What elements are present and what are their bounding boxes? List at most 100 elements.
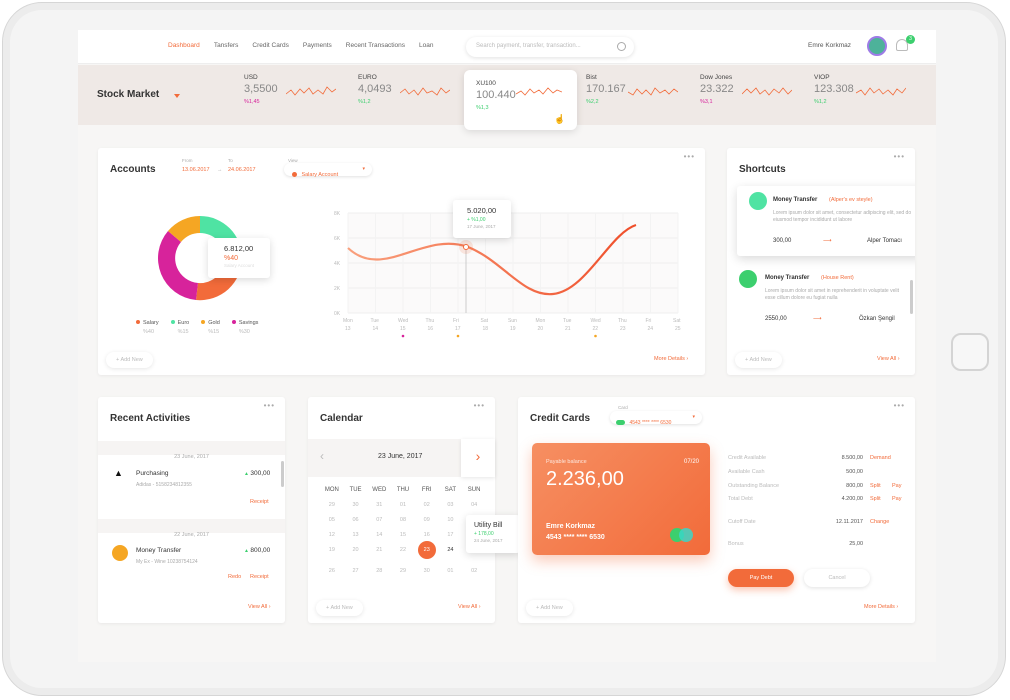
receipt-link[interactable]: Receipt: [250, 574, 269, 580]
stock-bist[interactable]: Bist 170.167 %2,2: [586, 74, 686, 124]
legend-label: Gold: [208, 320, 220, 326]
split-link[interactable]: Split: [870, 496, 881, 502]
calendar-day[interactable]: 10: [447, 517, 454, 523]
change-link[interactable]: Change: [870, 519, 890, 525]
nav-recent-transactions[interactable]: Recent Transactions: [345, 42, 406, 49]
pay-link[interactable]: Pay: [892, 496, 902, 502]
shortcut-recipient: Özkan Şengil: [859, 316, 895, 322]
card-select[interactable]: 4543 **** **** 6530 ▾: [610, 411, 702, 426]
stock-viop[interactable]: VIOP 123.308 %1,2: [814, 74, 914, 124]
calendar-day[interactable]: 22: [399, 547, 407, 553]
activity-item[interactable]: ▲ Purchasing Adidas - 5158234812355 ▲ 30…: [98, 457, 285, 517]
calendar-day[interactable]: 20: [352, 547, 359, 553]
event-marker: [594, 334, 597, 338]
calendar-day[interactable]: 02: [471, 568, 478, 574]
view-select[interactable]: Salary Account ▾: [284, 163, 372, 178]
calendar-day[interactable]: 31: [376, 502, 383, 508]
x-tick-date: 17: [455, 326, 461, 332]
home-button[interactable]: [951, 333, 989, 371]
more-icon[interactable]: •••: [683, 152, 695, 161]
calendar-day[interactable]: 14: [376, 532, 383, 538]
calendar-day[interactable]: 24: [447, 547, 454, 553]
receipt-link[interactable]: Receipt: [250, 499, 269, 505]
nav-loan[interactable]: Loan: [419, 42, 434, 49]
pay-link[interactable]: Pay: [892, 483, 902, 489]
calendar-day[interactable]: 07: [376, 517, 383, 523]
calendar-day[interactable]: 16: [423, 532, 430, 538]
add-new-button[interactable]: + Add New: [735, 352, 782, 368]
view-all-link[interactable]: View All ›: [248, 604, 271, 610]
calendar-day[interactable]: 08: [399, 517, 407, 523]
more-icon[interactable]: •••: [893, 401, 905, 410]
bell-icon[interactable]: [896, 39, 908, 51]
calendar-day[interactable]: 30: [352, 502, 359, 508]
calendar-day[interactable]: 02: [423, 502, 430, 508]
calendar-day[interactable]: 13: [352, 532, 359, 538]
add-new-button[interactable]: + Add New: [106, 352, 153, 368]
calendar-day-selected[interactable]: 23: [417, 541, 436, 559]
calendar-day[interactable]: 12: [328, 532, 335, 538]
stock-euro[interactable]: EURO 4,0493 %1,2: [358, 74, 458, 124]
info-value: 8.500,00: [841, 455, 863, 461]
calendar-day[interactable]: 01: [447, 568, 454, 574]
from-date-field[interactable]: 13.06.2017: [182, 167, 210, 173]
calendar-day[interactable]: 04: [471, 502, 478, 508]
donut-slice-savings: [158, 231, 198, 300]
activity-item[interactable]: Money Transfer My Ex - Wine 10238754124 …: [98, 535, 285, 595]
view-all-link[interactable]: View All ›: [458, 604, 481, 610]
sparkline: [742, 87, 792, 96]
split-link[interactable]: Split: [870, 483, 881, 489]
shortcut-item[interactable]: Money Transfer (House Rent) Lorem ipsum …: [727, 264, 915, 334]
calendar-day[interactable]: 26: [328, 568, 335, 574]
account-dot-icon: [292, 172, 297, 178]
chevron-left-icon[interactable]: ‹: [320, 449, 324, 463]
stock-xu100[interactable]: XU100 100.440 %1,3 ☝: [464, 70, 577, 130]
more-icon[interactable]: •••: [473, 401, 485, 410]
x-tick-date: 22: [593, 326, 599, 332]
stock-usd[interactable]: USD 3,5500 %1,45: [244, 74, 344, 124]
nav-transfers[interactable]: Tansfers: [213, 42, 239, 49]
pay-debt-button[interactable]: Pay Debt: [728, 569, 794, 587]
demand-link[interactable]: Demand: [870, 455, 891, 461]
user-name[interactable]: Emre Korkmaz: [808, 42, 851, 49]
calendar-day[interactable]: 15: [399, 532, 407, 538]
add-new-button[interactable]: + Add New: [526, 600, 573, 616]
nav-payments[interactable]: Payments: [302, 42, 332, 49]
more-details-link[interactable]: More Details ›: [654, 356, 689, 362]
calendar-day[interactable]: 27: [352, 568, 359, 574]
calendar-day[interactable]: 29: [399, 568, 407, 574]
calendar-day[interactable]: 03: [447, 502, 454, 508]
calendar-day[interactable]: 19: [328, 547, 335, 553]
view-all-link[interactable]: View All ›: [877, 356, 900, 362]
to-date-field[interactable]: 24.06.2017: [228, 167, 256, 173]
calendar-day[interactable]: 17: [447, 532, 454, 538]
search-icon[interactable]: [617, 42, 626, 51]
chevron-down-icon[interactable]: [174, 94, 180, 98]
credit-card[interactable]: Payable balance 07/20 2.236,00 Emre Kork…: [532, 443, 710, 555]
more-icon[interactable]: •••: [263, 401, 275, 410]
add-new-button[interactable]: + Add New: [316, 600, 363, 616]
nav-credit-cards[interactable]: Credit Cards: [252, 42, 289, 49]
stock-dow-jones[interactable]: Dow Jones 23.322 %3,1: [700, 74, 800, 124]
search-input[interactable]: Search payment, transfer, transaction...: [466, 37, 634, 57]
nav-dashboard[interactable]: Dashboard: [168, 42, 200, 49]
avatar[interactable]: [867, 36, 887, 56]
chevron-right-icon[interactable]: ›: [461, 439, 495, 477]
calendar-day[interactable]: 21: [376, 547, 383, 553]
scrollbar[interactable]: [281, 461, 284, 487]
more-details-link[interactable]: More Details ›: [864, 604, 899, 610]
scrollbar[interactable]: [910, 280, 913, 314]
stock-market-title[interactable]: Stock Market: [97, 89, 160, 100]
calendar-day[interactable]: 28: [376, 568, 383, 574]
x-tick-date: 20: [538, 326, 544, 332]
calendar-day[interactable]: 01: [399, 502, 407, 508]
more-icon[interactable]: •••: [893, 152, 905, 161]
redo-link[interactable]: Redo: [228, 574, 242, 580]
calendar-day[interactable]: 29: [328, 502, 335, 508]
shortcut-item[interactable]: Money Transfer (Alper's ev steyle) Lorem…: [737, 186, 915, 256]
calendar-day[interactable]: 05: [328, 517, 335, 523]
calendar-day[interactable]: 30: [423, 568, 430, 574]
calendar-day[interactable]: 09: [423, 517, 430, 523]
calendar-day[interactable]: 06: [352, 517, 359, 523]
cancel-button[interactable]: Cancel: [804, 569, 870, 587]
